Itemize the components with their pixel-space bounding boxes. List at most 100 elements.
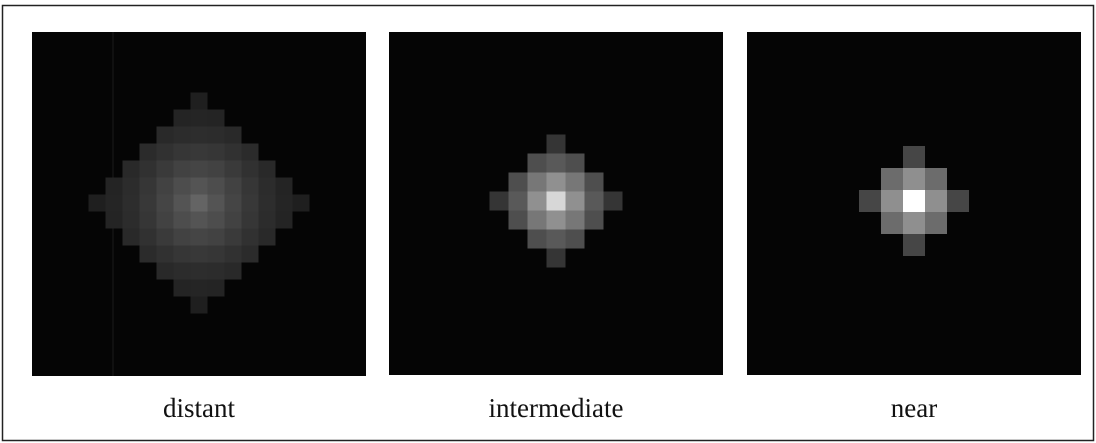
- pixel: [106, 212, 123, 229]
- pixel: [157, 195, 174, 212]
- pixel: [89, 195, 106, 212]
- pixel: [604, 192, 623, 211]
- pixel: [208, 263, 225, 280]
- pixel: [547, 211, 566, 230]
- pixel: [157, 144, 174, 161]
- pixel: [276, 178, 293, 195]
- pixel: [881, 190, 903, 212]
- panel-label: near: [891, 393, 937, 423]
- pixel: [157, 127, 174, 144]
- pixel: [276, 195, 293, 212]
- pixel: [174, 110, 191, 127]
- pixel: [925, 212, 947, 234]
- pixel: [225, 195, 242, 212]
- pixel: [566, 211, 585, 230]
- pixel: [509, 173, 528, 192]
- pixel: [191, 212, 208, 229]
- panel-label: distant: [163, 393, 235, 423]
- pixel: [208, 280, 225, 297]
- pixel: [140, 212, 157, 229]
- pixel: [208, 178, 225, 195]
- pixel: [157, 246, 174, 263]
- pixel: [293, 195, 310, 212]
- pixel: [191, 178, 208, 195]
- pixel: [903, 234, 925, 256]
- pixel: [585, 192, 604, 211]
- pixel: [106, 178, 123, 195]
- pixel: [191, 195, 208, 212]
- pixel: [123, 195, 140, 212]
- pixel: [208, 212, 225, 229]
- pixel: [225, 144, 242, 161]
- pixel: [106, 195, 123, 212]
- pixel: [123, 229, 140, 246]
- pixel: [259, 178, 276, 195]
- pixel: [528, 211, 547, 230]
- pixel: [242, 178, 259, 195]
- pixel: [174, 195, 191, 212]
- pixel: [174, 280, 191, 297]
- pixel: [191, 144, 208, 161]
- pixel: [191, 229, 208, 246]
- pixel: [547, 135, 566, 154]
- pixel: [225, 263, 242, 280]
- pixel: [242, 144, 259, 161]
- pixel: [208, 127, 225, 144]
- pixel: [191, 263, 208, 280]
- pixel: [174, 127, 191, 144]
- panel: distant: [32, 32, 366, 423]
- pixel: [123, 178, 140, 195]
- pixel: [259, 229, 276, 246]
- pixel: [140, 144, 157, 161]
- pixel: [208, 195, 225, 212]
- pixel: [191, 246, 208, 263]
- pixel: [528, 173, 547, 192]
- pixel: [123, 161, 140, 178]
- pixel: [208, 161, 225, 178]
- pixel: [242, 161, 259, 178]
- pixel: [208, 229, 225, 246]
- pixel: [925, 190, 947, 212]
- pixel: [123, 212, 140, 229]
- pixel: [225, 246, 242, 263]
- pixel: [547, 249, 566, 268]
- pixel: [191, 127, 208, 144]
- pixel: [157, 178, 174, 195]
- panel-label: intermediate: [489, 393, 624, 423]
- pixel: [225, 161, 242, 178]
- pixel: [528, 192, 547, 211]
- pixel: [174, 161, 191, 178]
- figure: distant intermediate near: [0, 0, 1096, 443]
- pixel: [225, 127, 242, 144]
- pixel: [174, 246, 191, 263]
- pixel: [191, 280, 208, 297]
- pixel: [509, 211, 528, 230]
- pixel: [566, 192, 585, 211]
- pixel: [585, 173, 604, 192]
- panel: near: [747, 32, 1081, 423]
- pixel: [528, 230, 547, 249]
- pixel: [174, 212, 191, 229]
- pixel: [566, 173, 585, 192]
- pixel: [490, 192, 509, 211]
- pixel: [225, 178, 242, 195]
- pixel: [242, 229, 259, 246]
- pixel: [242, 246, 259, 263]
- pixel: [140, 178, 157, 195]
- pixel: [140, 161, 157, 178]
- pixel: [157, 229, 174, 246]
- pixel: [547, 154, 566, 173]
- pixel: [140, 246, 157, 263]
- pixel: [208, 144, 225, 161]
- pixel: [547, 173, 566, 192]
- pixel: [585, 211, 604, 230]
- pixel: [881, 168, 903, 190]
- pixel: [242, 212, 259, 229]
- pixel: [191, 110, 208, 127]
- pixel: [859, 190, 881, 212]
- pixel: [174, 178, 191, 195]
- pixel: [259, 195, 276, 212]
- pixel: [242, 195, 259, 212]
- pixel: [157, 263, 174, 280]
- pixel: [509, 192, 528, 211]
